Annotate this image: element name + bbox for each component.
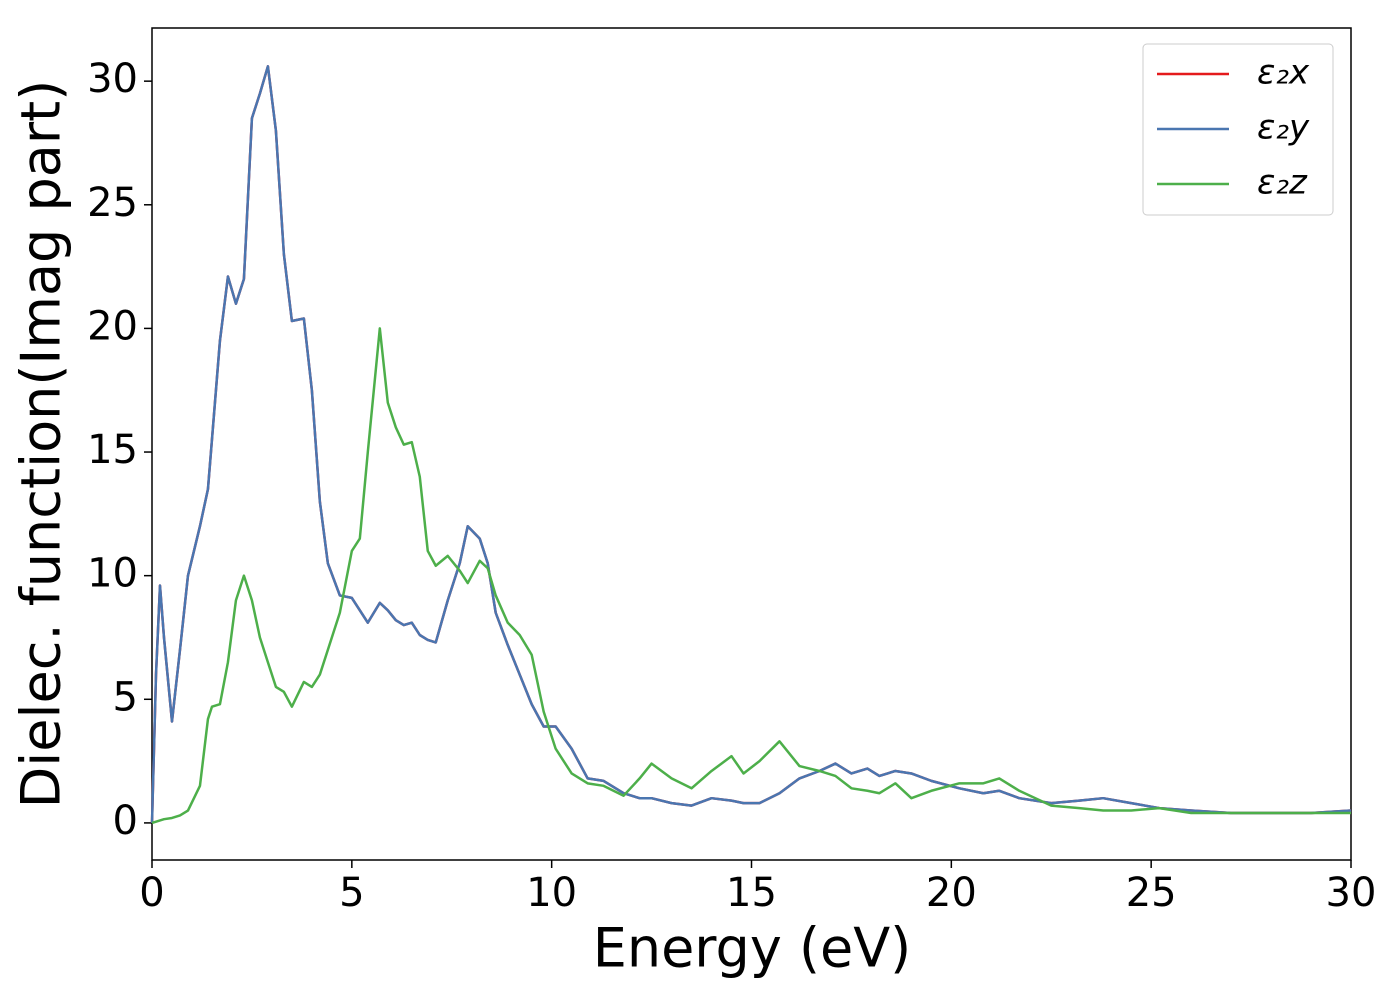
- legend-label: ε₂x: [1257, 53, 1310, 93]
- x-tick-label: 15: [726, 870, 777, 916]
- y-tick-label: 25: [87, 180, 138, 226]
- x-axis-label: Energy (eV): [593, 917, 912, 980]
- y-tick-label: 30: [87, 56, 138, 102]
- y-axis-label: Dielec. function(Imag part): [10, 80, 73, 809]
- series-line: [150, 65, 1352, 823]
- legend-label: ε₂y: [1257, 108, 1310, 148]
- legend-label: ε₂z: [1257, 163, 1308, 203]
- x-tick-label: 25: [1126, 870, 1177, 916]
- y-tick-label: 0: [113, 798, 138, 844]
- y-tick-label: 5: [113, 674, 138, 720]
- x-tick-label: 10: [526, 870, 577, 916]
- y-tick-label: 15: [87, 427, 138, 473]
- y-tick-label: 10: [87, 551, 138, 597]
- legend-box: [1142, 43, 1334, 216]
- x-tick-label: 20: [926, 870, 977, 916]
- x-tick-label: 0: [139, 870, 164, 916]
- x-tick-label: 30: [1326, 870, 1377, 916]
- series-line: [151, 327, 1351, 825]
- x-tick-label: 5: [339, 870, 364, 916]
- y-tick-label: 20: [87, 303, 138, 349]
